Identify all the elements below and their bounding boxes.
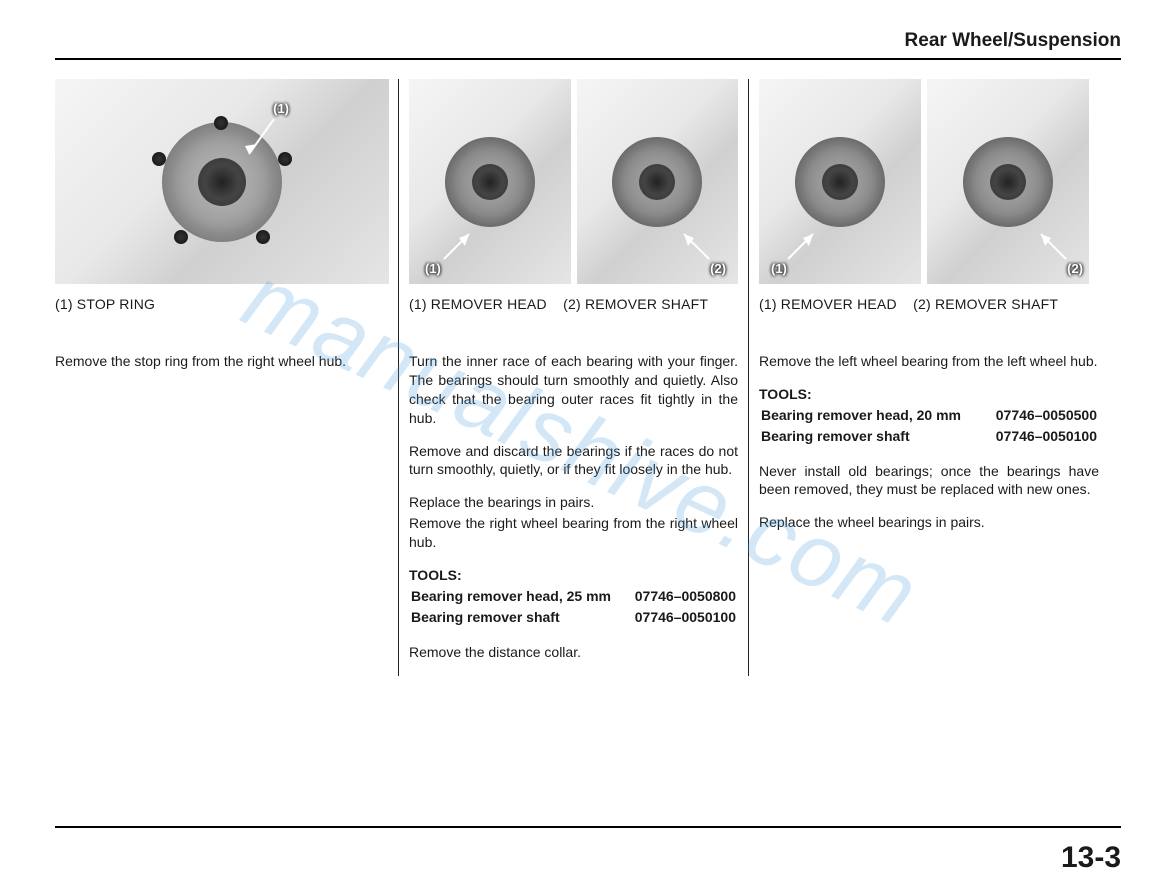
manual-page: Rear Wheel/Suspension (1) (1) STOP RING … — [0, 0, 1161, 893]
caption-right: (2) REMOVER SHAFT — [563, 296, 708, 312]
paragraph: Replace the bearings in pairs. — [409, 493, 738, 512]
column-2: (1) (2) (1) REMOVER HEAD (2) REMOVER SHA… — [399, 79, 749, 676]
table-row: Bearing remover head, 25 mm 07746–005080… — [411, 587, 736, 606]
column-1: (1) (1) STOP RING Remove the stop ring f… — [55, 79, 399, 676]
wheel-hub-graphic — [445, 137, 535, 227]
arrow-icon — [439, 224, 479, 264]
page-number: 13-3 — [1061, 841, 1121, 875]
figure-caption: (1) REMOVER HEAD (2) REMOVER SHAFT — [409, 296, 738, 312]
wheel-hub-graphic — [612, 137, 702, 227]
figure-row: (1) (2) — [759, 79, 1099, 284]
arrow-icon — [1031, 224, 1071, 264]
table-row: Bearing remover head, 20 mm 07746–005050… — [761, 406, 1097, 425]
figure-remover-head: (1) — [759, 79, 921, 284]
figure-caption: (1) REMOVER HEAD (2) REMOVER SHAFT — [759, 296, 1099, 312]
table-row: Bearing remover shaft 07746–0050100 — [761, 427, 1097, 446]
figure-remover-shaft: (2) — [577, 79, 739, 284]
paragraph: Replace the wheel bearings in pairs. — [759, 513, 1099, 532]
arrow-icon — [239, 114, 279, 164]
caption-left: (1) REMOVER HEAD — [759, 296, 897, 312]
content-columns: (1) (1) STOP RING Remove the stop ring f… — [55, 79, 1121, 676]
tools-heading: TOOLS: — [409, 566, 738, 585]
tools-table: Bearing remover head, 20 mm 07746–005050… — [759, 404, 1099, 448]
paragraph: Turn the inner race of each bearing with… — [409, 352, 738, 428]
footer-rule — [55, 826, 1121, 828]
tool-number: 07746–0050800 — [614, 587, 736, 606]
section-header: Rear Wheel/Suspension — [55, 30, 1121, 60]
paragraph: Remove the left wheel bearing from the l… — [759, 352, 1099, 371]
tool-number: 07746–0050500 — [971, 406, 1097, 425]
tool-name: Bearing remover shaft — [761, 427, 969, 446]
tool-name: Bearing remover head, 20 mm — [761, 406, 969, 425]
table-row: Bearing remover shaft 07746–0050100 — [411, 608, 736, 627]
figure-row: (1) (2) — [409, 79, 738, 284]
paragraph: Remove the distance collar. — [409, 643, 738, 662]
column-3: (1) (2) (1) REMOVER HEAD (2) REMOVER SHA… — [749, 79, 1099, 676]
figure-caption: (1) STOP RING — [55, 296, 388, 312]
wheel-hub-graphic — [963, 137, 1053, 227]
tool-name: Bearing remover head, 25 mm — [411, 587, 612, 606]
paragraph: Remove and discard the bearings if the r… — [409, 442, 738, 480]
instruction-text: Turn the inner race of each bearing with… — [409, 352, 738, 676]
figure-remover-head: (1) — [409, 79, 571, 284]
caption-left: (1) REMOVER HEAD — [409, 296, 547, 312]
figure-stop-ring: (1) — [55, 79, 389, 284]
paragraph: Never install old bearings; once the bea… — [759, 462, 1099, 500]
instruction-text: Remove the stop ring from the right whee… — [55, 352, 388, 385]
tools-heading: TOOLS: — [759, 385, 1099, 404]
wheel-hub-graphic — [795, 137, 885, 227]
tool-name: Bearing remover shaft — [411, 608, 612, 627]
tool-number: 07746–0050100 — [971, 427, 1097, 446]
paragraph: Remove the stop ring from the right whee… — [55, 352, 388, 371]
arrow-icon — [783, 224, 823, 264]
tool-number: 07746–0050100 — [614, 608, 736, 627]
tools-table: Bearing remover head, 25 mm 07746–005080… — [409, 585, 738, 629]
caption-right: (2) REMOVER SHAFT — [913, 296, 1058, 312]
arrow-icon — [674, 224, 714, 264]
instruction-text: Remove the left wheel bearing from the l… — [759, 352, 1099, 546]
paragraph: Remove the right wheel bearing from the … — [409, 514, 738, 552]
figure-remover-shaft: (2) — [927, 79, 1089, 284]
